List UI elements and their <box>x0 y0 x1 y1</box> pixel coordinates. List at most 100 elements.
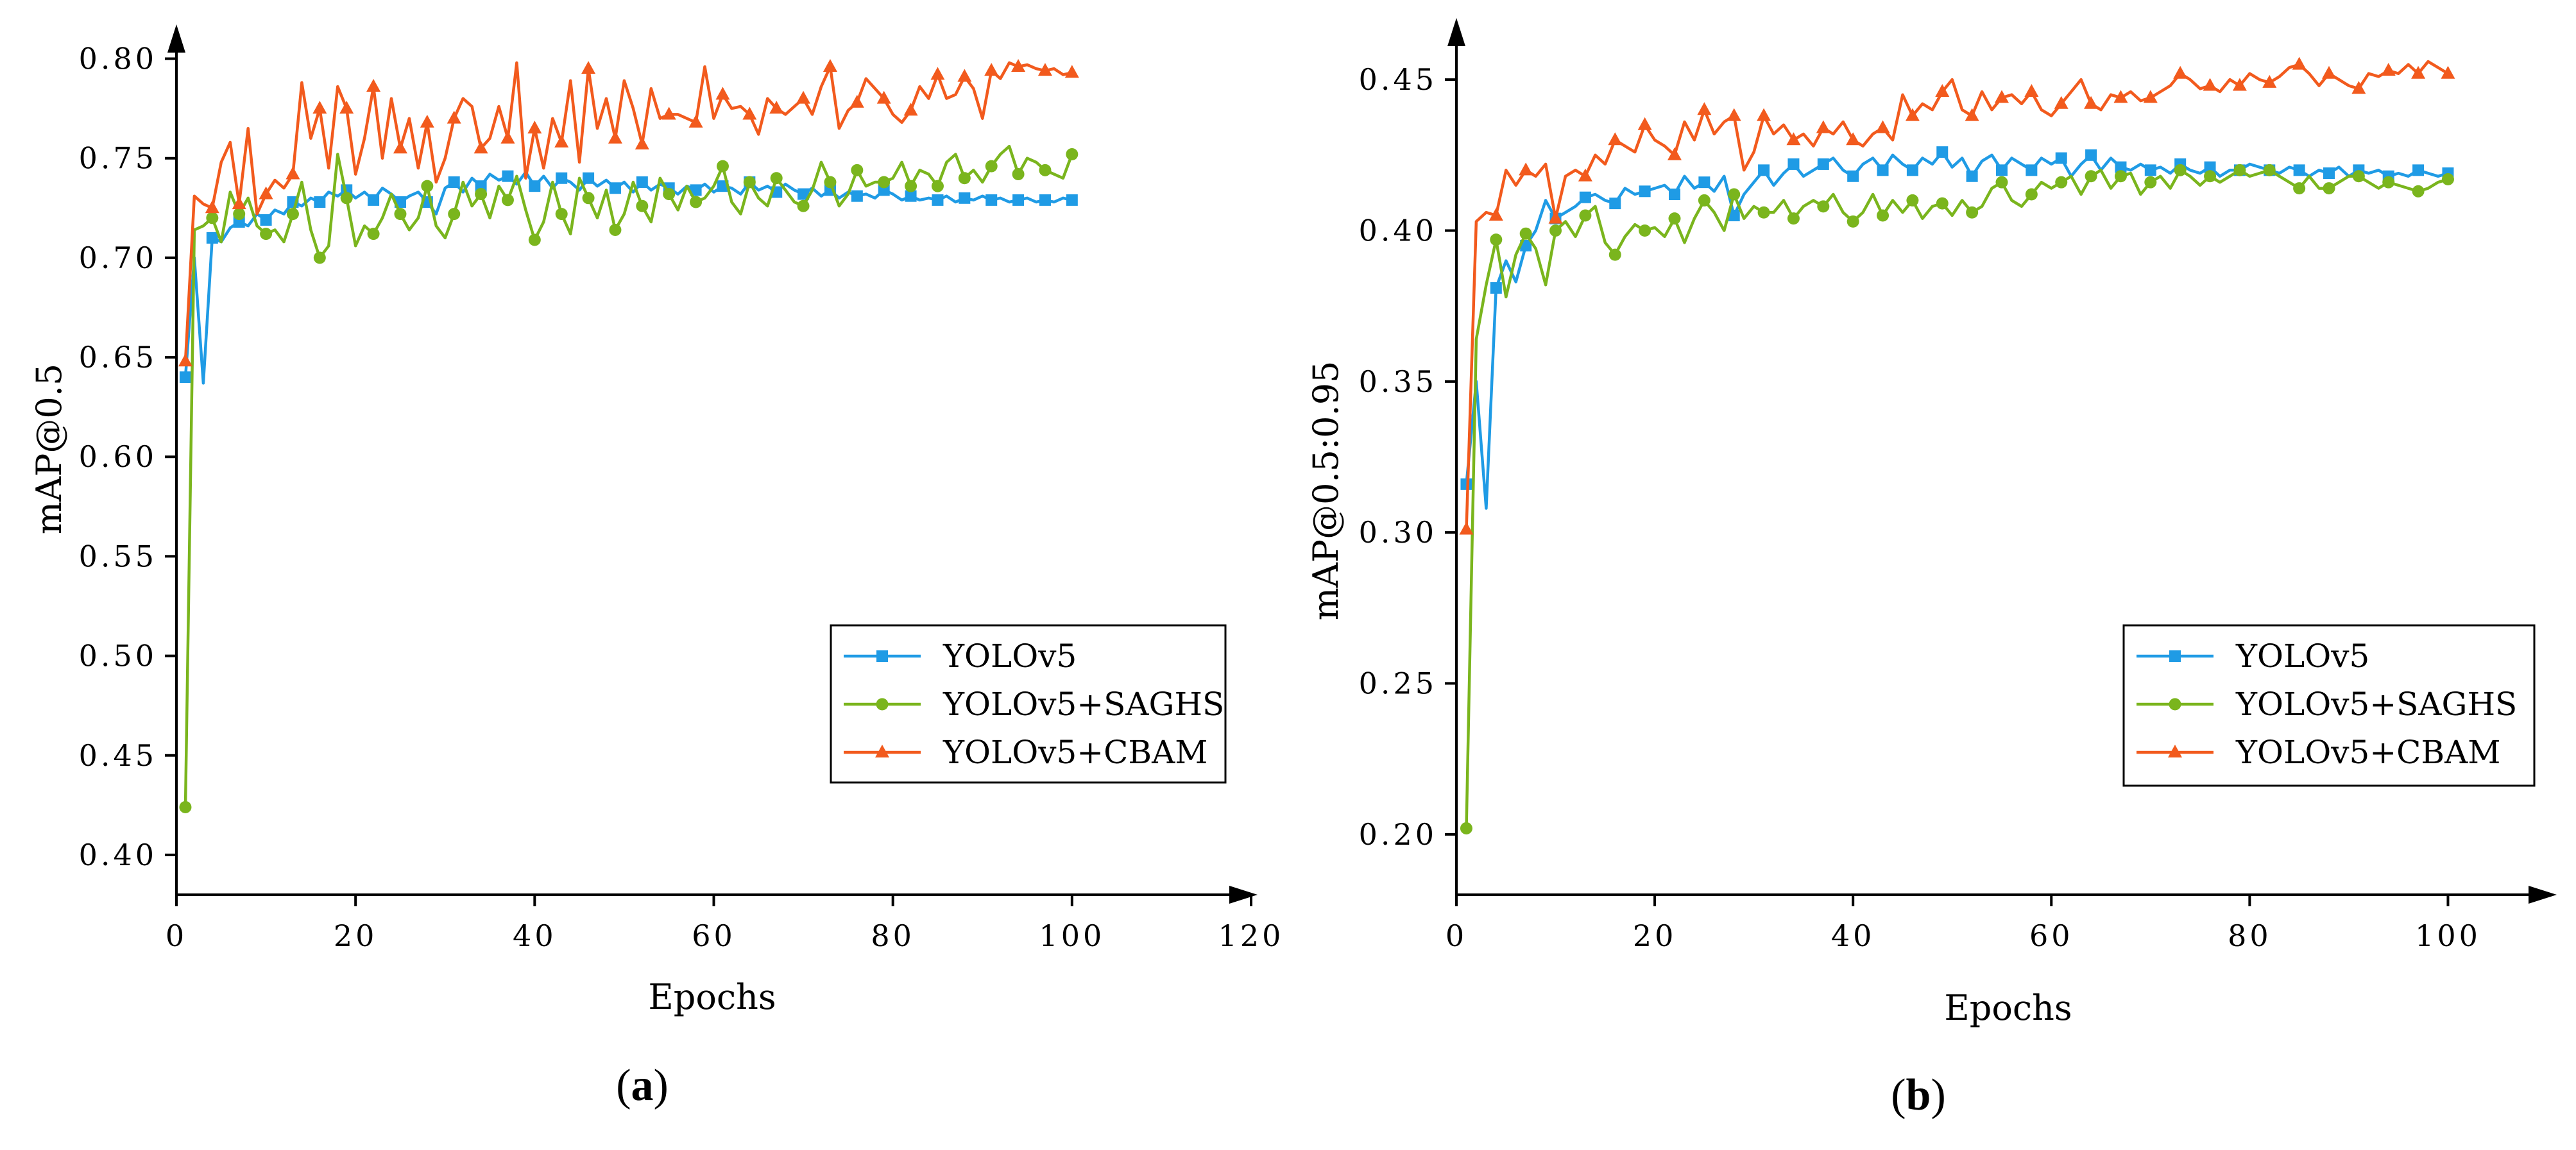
data-point <box>2412 164 2425 176</box>
data-point <box>556 172 568 184</box>
caption-a: (a) <box>616 1061 669 1110</box>
data-point <box>1728 209 1740 221</box>
x-tick-label: 40 <box>1831 918 1875 953</box>
data-point <box>2143 90 2158 103</box>
data-point <box>1608 132 1623 146</box>
y-tick-label: 0.45 <box>79 738 157 773</box>
data-point <box>1066 148 1079 161</box>
series-line-yolov5 <box>1465 150 2449 510</box>
series-layer-a <box>178 58 1079 813</box>
data-point <box>851 190 863 202</box>
data-point <box>1488 207 1503 221</box>
data-point <box>583 172 595 184</box>
data-point <box>314 196 326 208</box>
data-point <box>2411 65 2426 79</box>
data-point <box>581 61 596 74</box>
data-point <box>179 800 192 813</box>
data-point <box>2113 90 2128 103</box>
y-axis-ticks-b: 0.20 0.25 0.30 0.35 0.40 0.45 <box>1359 62 1456 852</box>
y-tick-label: 0.20 <box>1359 817 1437 852</box>
legend-marker <box>876 650 888 662</box>
data-point <box>366 79 381 92</box>
data-point <box>2204 170 2217 183</box>
data-point <box>1875 120 1890 133</box>
data-point <box>206 212 219 224</box>
data-point <box>2115 161 2127 173</box>
x-tick-label: 0 <box>1446 918 1467 953</box>
y-tick-label: 0.40 <box>1359 213 1437 248</box>
series-yolov5-cbam <box>178 58 1079 367</box>
data-point <box>1012 168 1025 181</box>
data-point <box>1996 164 2008 176</box>
data-point <box>2025 188 2038 201</box>
data-point <box>2114 170 2127 183</box>
data-point <box>2352 170 2365 183</box>
data-point <box>1037 63 1052 76</box>
data-point <box>796 90 811 104</box>
data-point <box>2293 164 2305 176</box>
data-point <box>716 160 729 173</box>
data-point <box>1669 189 1680 200</box>
data-point <box>932 194 944 206</box>
data-point <box>1757 206 1770 219</box>
data-point <box>1490 233 1503 246</box>
data-point <box>2173 65 2188 79</box>
legend-a: YOLOv5 YOLOv5+SAGHS YOLOv5+CBAM <box>830 624 1227 784</box>
data-point <box>1847 170 1859 182</box>
y-tick-label: 0.70 <box>79 241 157 275</box>
data-point <box>2441 65 2455 79</box>
y-tick-label: 0.80 <box>79 42 157 76</box>
x-axis-arrow <box>1229 886 1258 904</box>
y-tick-label: 0.65 <box>79 340 157 375</box>
data-point <box>1460 822 1472 834</box>
y-axis-title-a: mAP@0.5 <box>29 364 69 534</box>
data-point <box>797 199 810 212</box>
axes-a <box>167 24 1258 904</box>
data-point <box>690 196 703 208</box>
data-point <box>985 160 998 173</box>
y-tick-label: 0.40 <box>79 838 157 872</box>
data-point <box>2026 164 2038 176</box>
series-yolov5-saghs <box>1460 164 2454 834</box>
data-point <box>2233 164 2246 176</box>
data-point <box>2085 149 2097 161</box>
data-point <box>1877 164 1889 176</box>
data-point <box>1039 164 1052 176</box>
y-tick-label: 0.75 <box>79 141 157 176</box>
data-point <box>1757 108 1771 121</box>
axes-b <box>1447 18 2557 904</box>
data-point <box>502 170 514 182</box>
data-point <box>448 176 460 188</box>
data-point <box>1817 158 1829 170</box>
data-point <box>2323 167 2335 180</box>
data-point <box>473 140 488 154</box>
data-point <box>2084 96 2099 109</box>
data-point <box>609 223 622 236</box>
data-point <box>1966 206 1979 219</box>
legend-marker <box>2168 745 2182 757</box>
data-point <box>742 106 757 120</box>
data-point <box>2263 164 2276 176</box>
legend-item-yolov5-cbam: YOLOv5+CBAM <box>2137 734 2500 771</box>
data-point <box>1578 168 1592 182</box>
panel-b: 0.20 0.25 0.30 0.35 0.40 0.45 0 20 40 60 80 100 mA… <box>1306 18 2557 1120</box>
data-point <box>743 176 756 189</box>
legend-label: YOLOv5+CBAM <box>2235 734 2500 771</box>
data-point <box>2441 173 2454 185</box>
data-point <box>1758 164 1770 176</box>
data-point <box>636 176 648 188</box>
data-point <box>259 186 273 199</box>
data-point <box>1039 194 1051 206</box>
data-point <box>957 69 972 82</box>
data-point <box>2055 176 2068 189</box>
data-point <box>1906 164 1918 176</box>
data-point <box>501 194 514 207</box>
data-point <box>475 188 488 201</box>
x-tick-label: 100 <box>2415 918 2481 953</box>
caption-a-letter: a <box>631 1061 654 1110</box>
data-point <box>2323 182 2335 195</box>
data-point <box>851 164 864 176</box>
data-point <box>555 208 568 221</box>
data-point <box>1639 224 1651 237</box>
legend-marker <box>875 745 889 757</box>
